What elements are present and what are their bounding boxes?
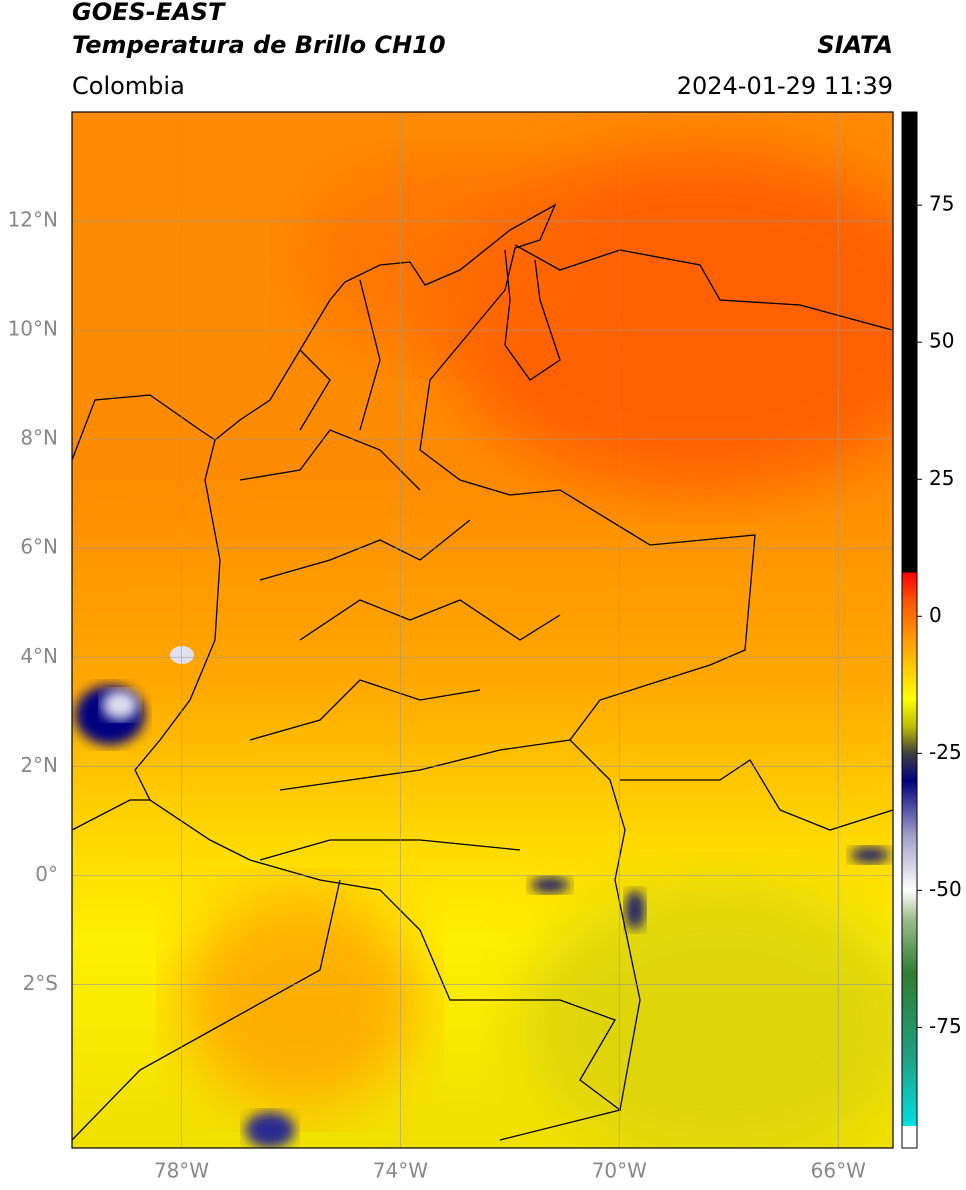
y-tick-label: 12°N (8, 208, 58, 232)
region: Colombia (72, 72, 185, 100)
colorbar-tick-label: -75 (929, 1014, 962, 1038)
colorbar-tick-label: 75 (929, 192, 954, 216)
colorbar (901, 111, 918, 1149)
x-tick-label: 78°W (154, 1159, 209, 1183)
colorbar-tick-label: -50 (929, 877, 962, 901)
grid-layer (72, 112, 893, 1148)
y-tick-label: 0° (35, 862, 58, 886)
source: SIATA (817, 31, 893, 59)
x-tick-label: 74°W (373, 1159, 428, 1183)
colorbar-tick-label: -25 (929, 740, 962, 764)
title: GOES-EAST (72, 0, 226, 26)
y-tick-label: 6°N (20, 535, 58, 559)
map-frame (71, 111, 894, 1149)
y-tick-label: 10°N (8, 317, 58, 341)
y-tick-label: 8°N (20, 426, 58, 450)
x-tick-label: 70°W (592, 1159, 647, 1183)
x-tick-label: 66°W (811, 1159, 866, 1183)
y-tick-label: 2°N (20, 753, 58, 777)
map-image (72, 112, 893, 1148)
colorbar-tick-label: 50 (929, 329, 954, 353)
y-tick-label: 4°N (20, 644, 58, 668)
y-tick-label: 2°S (23, 971, 58, 995)
colorbar-tick-label: 25 (929, 466, 954, 490)
colorbar-tick-label: 0 (929, 603, 942, 627)
subtitle: Temperatura de Brillo CH10 (72, 31, 446, 59)
datetime: 2024-01-29 11:39 (677, 72, 893, 100)
